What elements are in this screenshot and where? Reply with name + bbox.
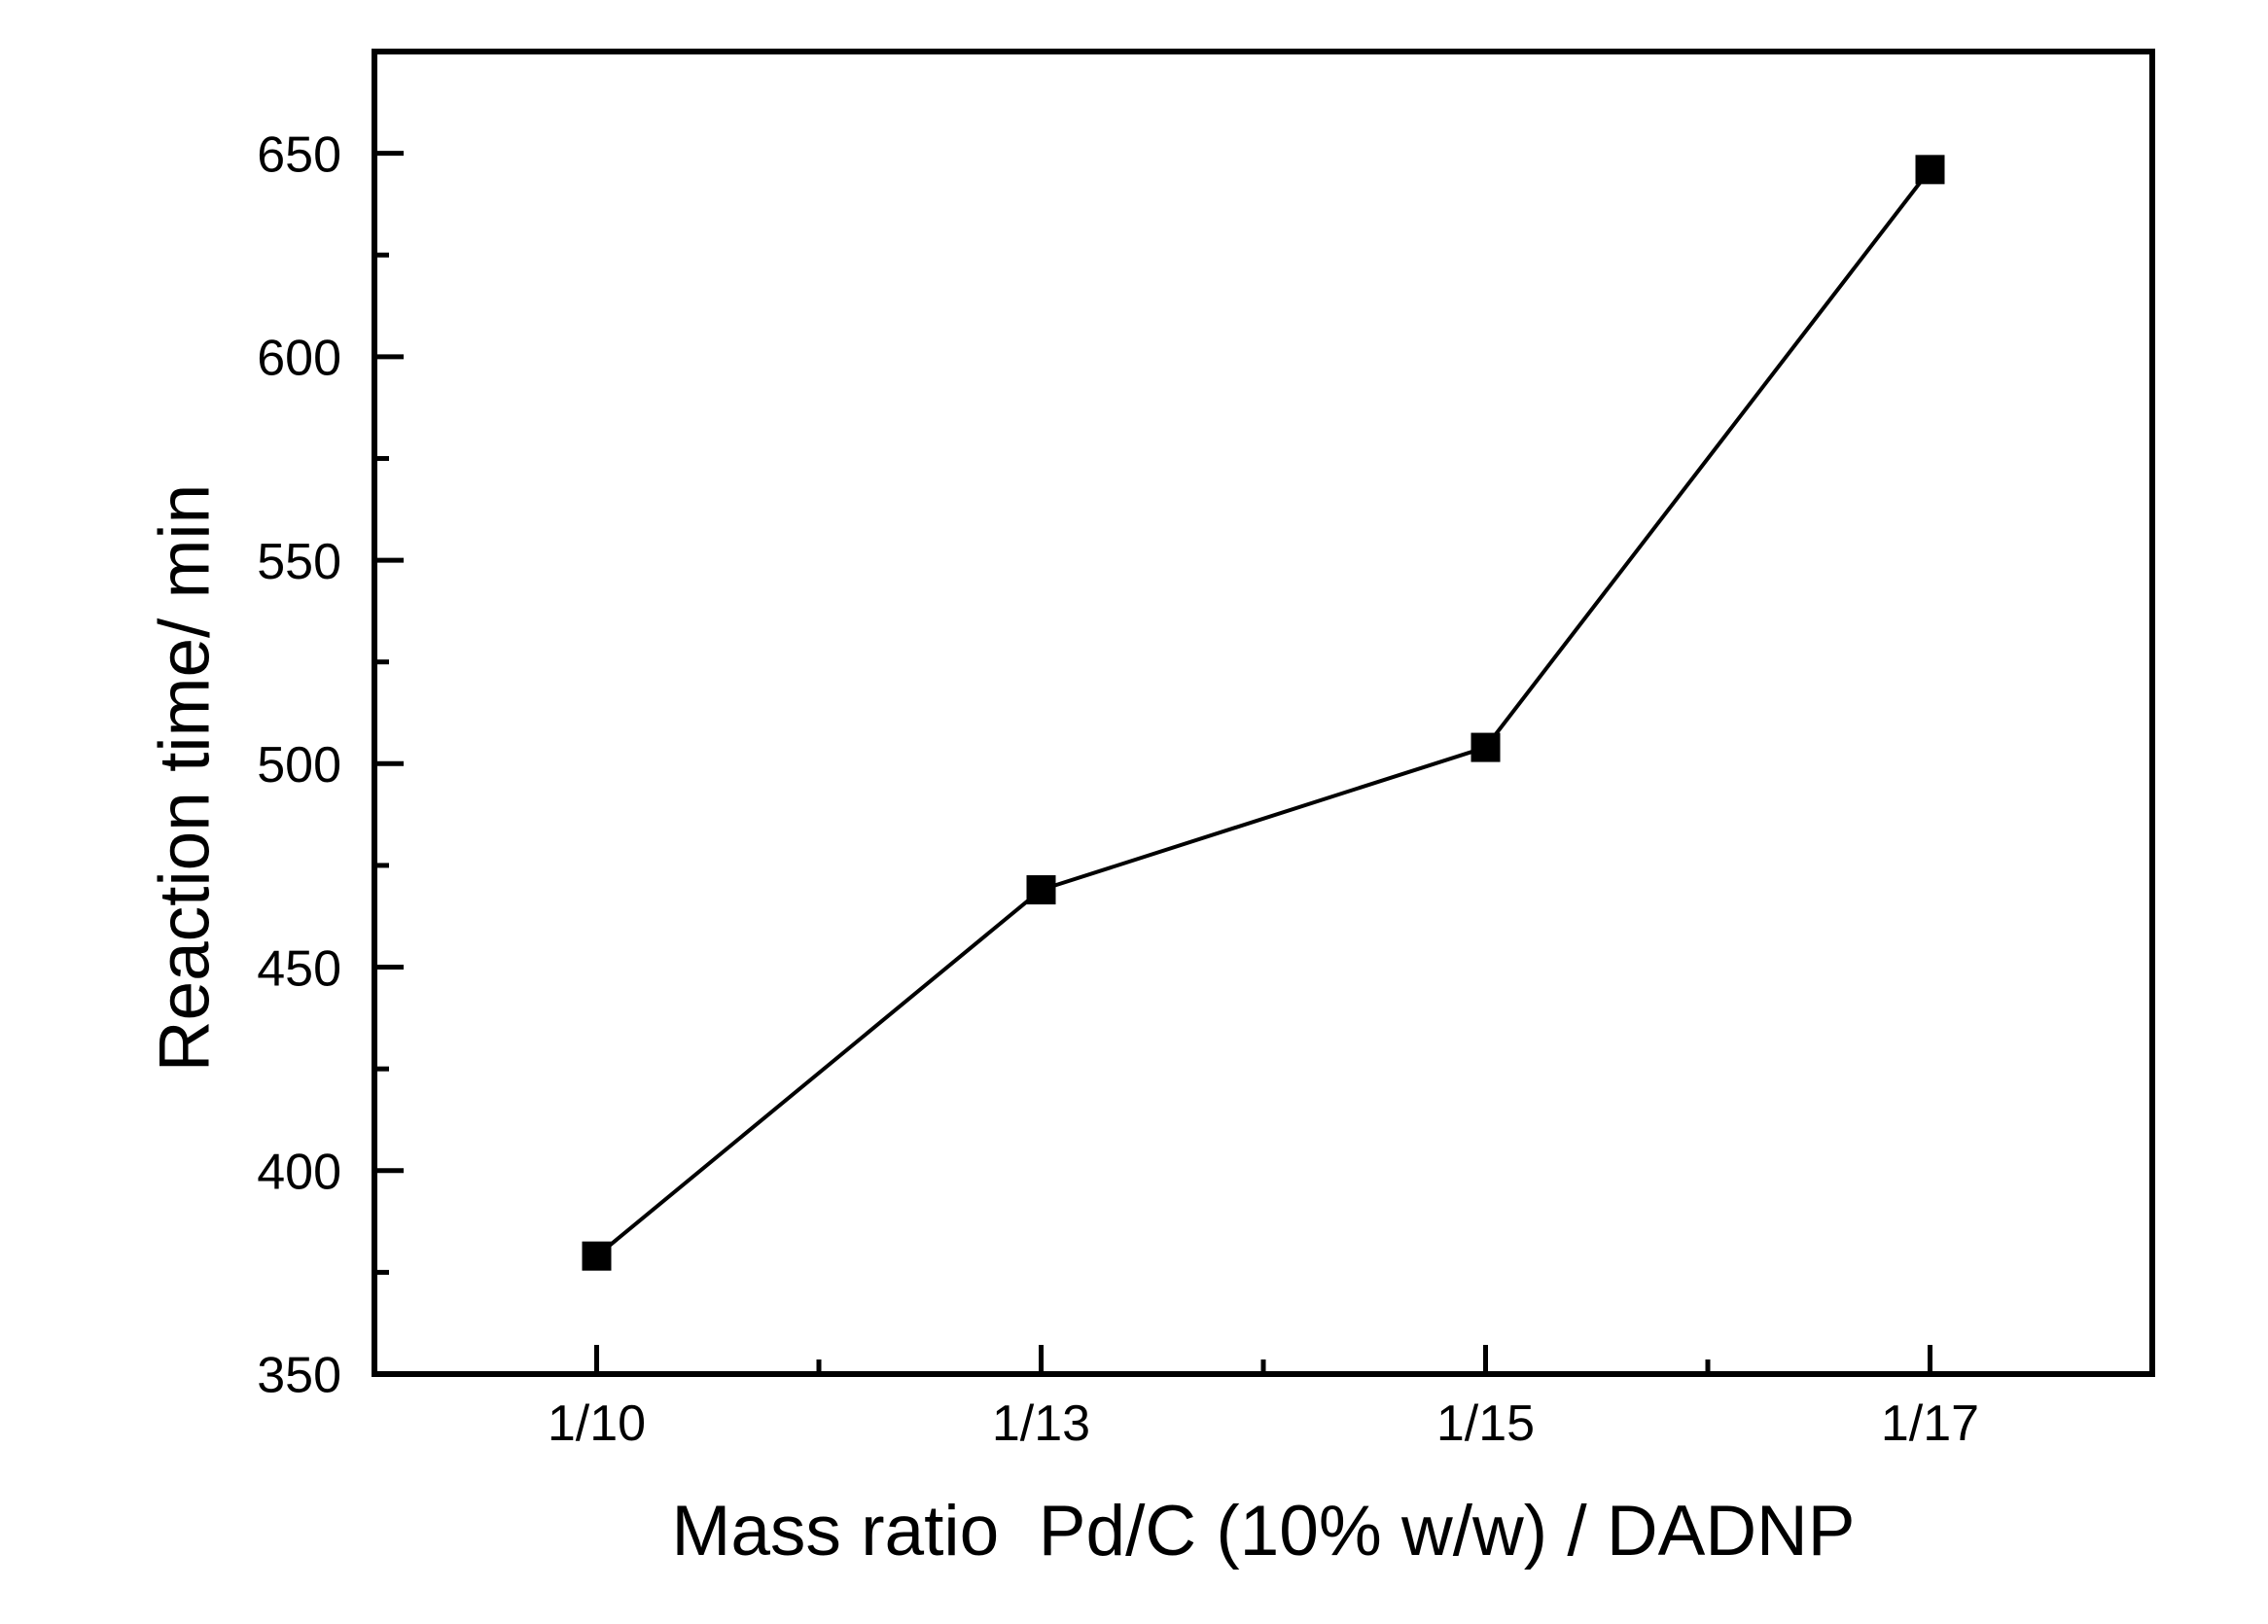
data-point-marker <box>582 1241 612 1271</box>
y-tick-label: 400 <box>257 1144 341 1200</box>
y-tick-label: 650 <box>257 126 341 183</box>
x-tick-label: 1/17 <box>1881 1395 1979 1452</box>
x-tick-label: 1/10 <box>548 1395 646 1452</box>
y-tick-label: 600 <box>257 331 341 387</box>
y-tick-label: 450 <box>257 940 341 997</box>
x-tick-label: 1/15 <box>1436 1395 1535 1452</box>
y-tick-label: 550 <box>257 534 341 590</box>
data-point-marker <box>1471 732 1501 762</box>
plot-frame <box>372 49 2155 1377</box>
y-tick-label: 500 <box>257 737 341 794</box>
data-point-marker <box>1026 875 1056 905</box>
data-point-marker <box>1915 155 1945 185</box>
y-axis-title: Reaction time/ min <box>145 483 225 1073</box>
series-line <box>595 168 1932 1258</box>
y-tick-label: 350 <box>257 1348 341 1404</box>
x-axis-title: Mass ratio Pd/C (10% w/w) / DADNP <box>671 1492 1856 1571</box>
x-tick-label: 1/13 <box>992 1395 1090 1452</box>
